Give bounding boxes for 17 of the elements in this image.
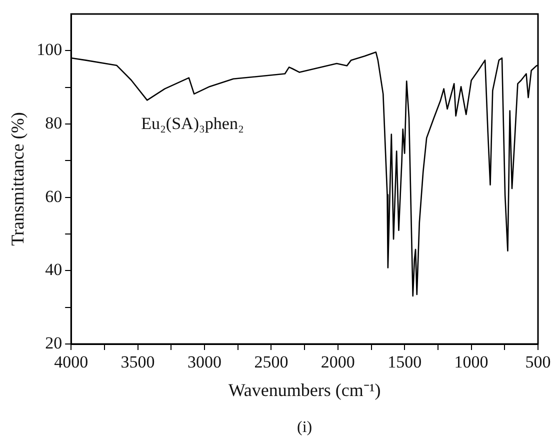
y-axis-title: Transmittance (%) bbox=[8, 112, 28, 246]
x-tick-label: 500 bbox=[525, 352, 551, 372]
x-tick-label: 2000 bbox=[320, 352, 355, 372]
y-tick-label: 100 bbox=[36, 40, 62, 60]
y-tick-label: 60 bbox=[45, 186, 62, 206]
x-tick-label: 3500 bbox=[120, 352, 155, 372]
y-tick-label: 40 bbox=[45, 260, 62, 280]
y-tick-label: 80 bbox=[45, 113, 62, 132]
text: (i) bbox=[296, 419, 312, 436]
x-tick-label: 1500 bbox=[388, 352, 422, 372]
x-tick-label: 2500 bbox=[254, 352, 288, 372]
x-tick-label: 1000 bbox=[454, 352, 488, 372]
y-tick-label: 20 bbox=[45, 333, 62, 352]
x-axis-title: Wavenumbers (cm⁻¹) bbox=[228, 380, 381, 400]
x-tick-label: 3000 bbox=[188, 352, 222, 372]
annotation: Eu₂(SA)₃phen₂ bbox=[141, 114, 244, 134]
x-tick-label: 4000 bbox=[54, 352, 88, 372]
